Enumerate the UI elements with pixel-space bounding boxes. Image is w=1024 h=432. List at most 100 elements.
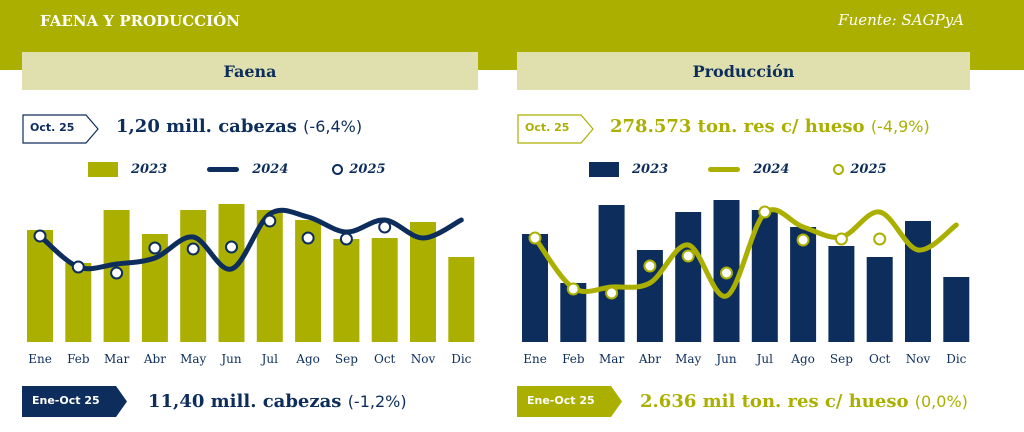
page-title: FAENA Y PRODUCCIÓN xyxy=(40,12,240,30)
produccion-tag-label: Oct. 25 xyxy=(525,121,570,134)
bar-2023-jul xyxy=(256,210,283,342)
legend-line-2024 xyxy=(207,167,240,172)
point-2025-oct xyxy=(873,232,887,246)
point-2025-may xyxy=(681,249,695,263)
legend-dot-2025 xyxy=(833,164,845,175)
x-tick-label: Feb xyxy=(562,352,585,366)
legend-label: 2025 xyxy=(850,162,887,177)
point-2025-ago xyxy=(301,231,315,245)
point-2025-jun xyxy=(720,266,733,280)
point-2025-jul xyxy=(263,214,277,228)
legend-swatch-2023 xyxy=(88,162,118,177)
x-tick-label: Ene xyxy=(28,352,52,366)
faena-month-tag: Oct. 25 xyxy=(22,114,99,144)
bar-2023-oct xyxy=(371,238,398,342)
faena-ytd-tag: Ene-Oct 25 xyxy=(22,386,128,417)
bar-2023-may xyxy=(675,212,702,342)
produccion-legend: 2023 2024 2025 xyxy=(589,162,887,177)
bar-2023-nov xyxy=(905,221,931,342)
x-tick-label: Nov xyxy=(411,352,436,366)
produccion-ytd-tag: Ene-Oct 25 xyxy=(517,386,623,417)
x-tick-label: Oct xyxy=(869,352,891,366)
bar-2023-oct xyxy=(866,257,893,342)
legend-label: 2024 xyxy=(252,162,289,177)
legend-label: 2023 xyxy=(632,162,669,177)
bar-2023-nov xyxy=(410,222,436,342)
x-tick-label: Mar xyxy=(599,352,624,366)
faena-chart: Ene Feb Mar Abr May Jun Jul Ago Sep Oct Nov Dic xyxy=(27,204,475,366)
point-2025-jun xyxy=(225,240,238,254)
faena-ytd-kpi: 11,40 mill. cabezas (-1,2%) xyxy=(148,391,407,412)
x-tick-label: Jul xyxy=(260,352,279,366)
source-label: Fuente: SAGPyA xyxy=(838,11,964,29)
point-2025-oct xyxy=(378,220,392,234)
produccion-month-tag: Oct. 25 xyxy=(517,114,594,144)
x-tick-label: Dic xyxy=(946,352,966,366)
x-tick-label: Dic xyxy=(451,352,471,366)
faena-kpi-value: 1,20 mill. cabezas xyxy=(116,116,297,137)
produccion-chart: Ene Feb Mar Abr May Jun Jul Ago Sep Oct Nov Dic xyxy=(522,200,970,366)
point-2025-mar xyxy=(605,286,619,300)
faena-ytd-tag-label: Ene-Oct 25 xyxy=(32,394,100,407)
produccion-kpi-pct: (-4,9%) xyxy=(870,117,930,136)
legend-line-2024 xyxy=(708,167,741,172)
faena-tag-label: Oct. 25 xyxy=(30,121,75,134)
x-tick-label: Jun xyxy=(714,352,737,366)
produccion-ytd-kpi: 2.636 mil ton. res c/ hueso (0,0%) xyxy=(640,391,968,412)
faena-kpi: 1,20 mill. cabezas (-6,4%) xyxy=(116,116,362,137)
x-tick-label: Sep xyxy=(335,352,358,366)
x-tick-label: Ene xyxy=(523,352,547,366)
x-tick-label: Sep xyxy=(830,352,853,366)
bar-2023-may xyxy=(180,210,207,342)
produccion-ytd-tag-label: Ene-Oct 25 xyxy=(527,394,595,407)
point-2025-abr xyxy=(643,259,657,273)
x-tick-label: Abr xyxy=(143,352,166,366)
bar-2023-feb xyxy=(65,263,92,342)
point-2025-ago xyxy=(796,233,810,247)
faena-kpi-pct: (-6,4%) xyxy=(303,117,363,136)
faena-legend: 2023 2024 2025 xyxy=(88,162,386,177)
x-tick-label: Feb xyxy=(67,352,90,366)
line-2024 xyxy=(37,207,464,272)
point-2025-feb xyxy=(71,260,85,274)
x-tick-label: Abr xyxy=(638,352,661,366)
line-2024 xyxy=(532,207,959,299)
legend-dot-2025 xyxy=(332,164,344,175)
point-2025-sep xyxy=(834,232,848,246)
x-tick-label: Ago xyxy=(790,352,815,366)
legend-label: 2024 xyxy=(753,162,790,177)
bar-2023-mar xyxy=(598,205,625,342)
produccion-kpi-value: 278.573 ton. res c/ hueso xyxy=(610,116,865,137)
legend-swatch-2023 xyxy=(589,162,619,177)
legend-label: 2023 xyxy=(131,162,168,177)
x-tick-label: May xyxy=(180,352,206,366)
bar-2023-sep xyxy=(333,239,360,342)
x-tick-label: Mar xyxy=(104,352,129,366)
point-2025-mar xyxy=(110,266,124,280)
produccion-section-title: Producción xyxy=(517,52,970,90)
point-2025-feb xyxy=(566,282,580,296)
x-tick-label: Jul xyxy=(755,352,774,366)
x-tick-label: May xyxy=(675,352,701,366)
point-2025-ene xyxy=(528,231,542,245)
legend-label: 2025 xyxy=(349,162,386,177)
x-tick-label: Jun xyxy=(219,352,242,366)
point-2025-may xyxy=(186,242,200,256)
point-2025-abr xyxy=(148,241,162,255)
bar-2023-dic xyxy=(943,277,970,342)
faena-section-title: Faena xyxy=(22,52,478,90)
produccion-ytd-pct: (0,0%) xyxy=(914,392,968,411)
faena-ytd-pct: (-1,2%) xyxy=(347,392,407,411)
bar-2023-ene xyxy=(27,230,53,342)
bar-2023-jun xyxy=(218,204,245,342)
faena-ytd-value: 11,40 mill. cabezas xyxy=(148,391,342,412)
produccion-ytd-value: 2.636 mil ton. res c/ hueso xyxy=(640,391,909,412)
point-2025-jul xyxy=(758,205,772,219)
x-tick-label: Ago xyxy=(295,352,320,366)
x-tick-label: Nov xyxy=(906,352,931,366)
produccion-kpi: 278.573 ton. res c/ hueso (-4,9%) xyxy=(610,116,930,137)
point-2025-sep xyxy=(339,232,353,246)
bar-2023-sep xyxy=(828,246,855,342)
point-2025-ene xyxy=(33,229,47,243)
x-tick-label: Oct xyxy=(374,352,396,366)
